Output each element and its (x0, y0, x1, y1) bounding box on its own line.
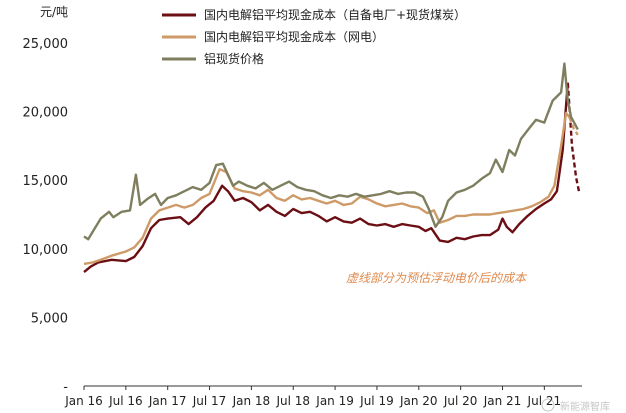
y-tick-label: 15,000 (23, 174, 69, 189)
watermark-text: 新能源智库 (560, 400, 610, 413)
x-tick-label: Jan 16 (64, 394, 103, 408)
series-line-2-dashed-tail (568, 116, 579, 136)
legend-label: 国内电解铝平均现金成本（网电） (204, 29, 384, 44)
x-tick-label: Jul 20 (443, 394, 478, 408)
y-tick-label: - (63, 380, 68, 395)
x-tick-label: Jan 17 (148, 394, 187, 408)
series-line-2 (83, 111, 571, 266)
x-tick-label: Jul 16 (108, 394, 143, 408)
watermark: 新能源智库 (541, 398, 610, 413)
unit-label: 元/吨 (40, 5, 68, 19)
x-tick-label: Jul 17 (192, 394, 227, 408)
series-group (83, 62, 581, 274)
annotation-text: 虚线部分为预估浮动电价后的成本 (346, 271, 528, 285)
legend-label: 铝现货价格 (204, 51, 264, 66)
series-line-1 (83, 82, 569, 274)
y-tick-label: 5,000 (31, 311, 68, 326)
x-tick-label: Jul 19 (359, 394, 394, 408)
x-tick-label: Jul 18 (275, 394, 310, 408)
x-tick-label: Jan 20 (399, 394, 438, 408)
series-line-3 (83, 62, 579, 241)
y-tick-label: 25,000 (23, 37, 69, 52)
x-axis: Jan 16 Jul 16 Jan 17 Jul 17 Jan 18 Jul 18 Jan … (64, 386, 561, 408)
legend-label: 国内电解铝平均现金成本（自备电厂+现货煤炭） (204, 7, 466, 22)
x-tick-label: Jan 18 (232, 394, 271, 408)
y-tick-label: 10,000 (23, 243, 69, 258)
y-tick-label: 20,000 (23, 106, 69, 121)
watermark-icon (541, 398, 555, 412)
series-line-1-dashed-tail (566, 82, 581, 195)
x-tick-label: Jan 21 (483, 394, 522, 408)
legend: 国内电解铝平均现金成本（自备电厂+现货煤炭） 国内电解铝平均现金成本（网电） 铝现货… (162, 7, 466, 66)
y-axis: - 5,000 10,000 15,000 20,000 25,000 (23, 37, 69, 395)
x-tick-label: Jan 19 (315, 394, 354, 408)
